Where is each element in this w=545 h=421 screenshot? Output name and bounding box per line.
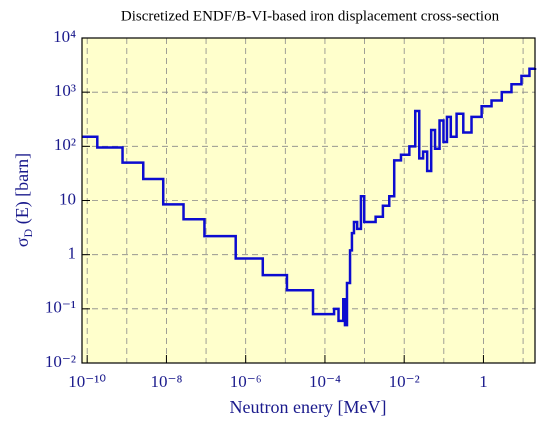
- y-label-rest: (E) [barn]: [12, 153, 33, 229]
- y-axis-label: σD (E) [barn]: [12, 153, 35, 247]
- y-tick-label: 10³: [54, 81, 76, 100]
- plot-frame: [81, 37, 536, 364]
- x-tick-label: 10⁻¹⁰: [68, 372, 106, 391]
- y-tick-label: 10⁻²: [45, 352, 76, 371]
- y-tick-label: 10⁻¹: [45, 298, 76, 317]
- y-tick-label: 10: [59, 189, 76, 208]
- x-tick-label: 10⁻⁸: [150, 372, 182, 391]
- y-label-symbol: σ: [12, 237, 32, 247]
- y-tick-label: 10²: [54, 135, 76, 154]
- step-line: [82, 67, 537, 327]
- x-tick-label: 1: [479, 372, 488, 391]
- y-tick-label: 1: [68, 244, 77, 263]
- x-axis-label: Neutron enery [MeV]: [230, 397, 387, 417]
- x-tick-label: 10⁻⁴: [309, 372, 341, 391]
- x-tick-label: 10⁻²: [389, 372, 420, 391]
- y-label-subscript: D: [21, 228, 35, 237]
- y-tick-label: 10⁴: [53, 27, 76, 46]
- chart-title: Discretized ENDF/B-VI-based iron displac…: [121, 8, 500, 24]
- x-tick-label: 10⁻⁶: [230, 372, 262, 391]
